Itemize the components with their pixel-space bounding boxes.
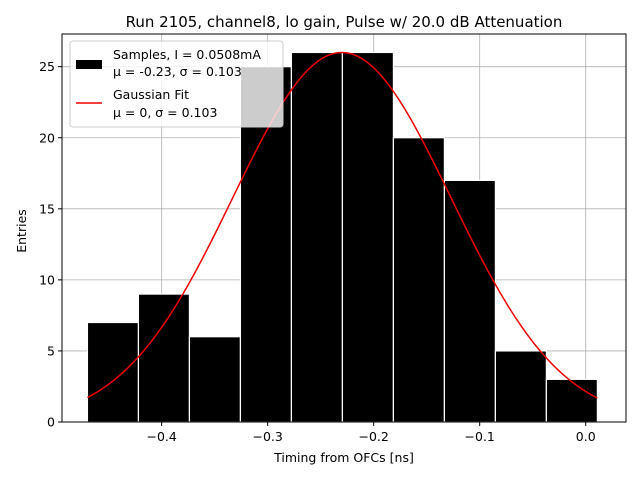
histogram-bars — [86, 51, 598, 423]
gaussian-fit-curve — [87, 51, 598, 399]
y-axis-ticks: 0 5 10 15 20 25 — [39, 59, 62, 430]
x-axis-ticks: −0.4 −0.3 −0.2 −0.1 0.0 — [146, 422, 596, 444]
legend-label-fit-line2: μ = 0, σ = 0.103 — [113, 105, 217, 120]
x-tick-label-0: −0.4 — [146, 429, 176, 444]
y-tick-label-5: 25 — [39, 59, 55, 74]
plot-frame — [61, 33, 627, 423]
legend-label-samples-line2: μ = -0.23, σ = 0.103 — [113, 64, 242, 79]
legend-box — [69, 40, 284, 128]
y-tick-label-0: 0 — [47, 415, 55, 430]
legend-swatch-samples — [76, 60, 102, 69]
histogram-bar-8 — [494, 350, 547, 423]
chart-title: Run 2105, channel8, lo gain, Pulse w/ 20… — [126, 13, 563, 31]
y-axis-label: Entries — [14, 209, 29, 253]
histogram-bar-9 — [545, 378, 598, 423]
x-tick-label-2: −0.2 — [359, 429, 389, 444]
histogram-bar-0 — [86, 321, 140, 423]
histogram-bar-7 — [443, 179, 496, 423]
histogram-bar-1 — [137, 293, 191, 423]
histogram-bar-6 — [392, 137, 445, 423]
y-tick-label-3: 15 — [39, 201, 55, 216]
y-tick-label-4: 20 — [39, 130, 55, 145]
histogram-bar-2 — [188, 336, 242, 423]
x-tick-label-3: −0.1 — [465, 429, 495, 444]
histogram-bar-5 — [341, 51, 395, 423]
x-tick-label-4: 0.0 — [576, 429, 596, 444]
legend-label-fit-line1: Gaussian Fit — [113, 87, 189, 102]
x-axis-label: Timing from OFCs [ns] — [273, 450, 414, 465]
legend-label-samples-line1: Samples, I = 0.0508mA — [113, 47, 261, 62]
x-tick-label-1: −0.3 — [252, 429, 282, 444]
legend: Samples, I = 0.0508mA μ = -0.23, σ = 0.1… — [69, 40, 284, 128]
histogram-bar-4 — [290, 51, 344, 423]
y-tick-label-1: 5 — [47, 343, 55, 358]
y-tick-label-2: 10 — [39, 272, 55, 287]
